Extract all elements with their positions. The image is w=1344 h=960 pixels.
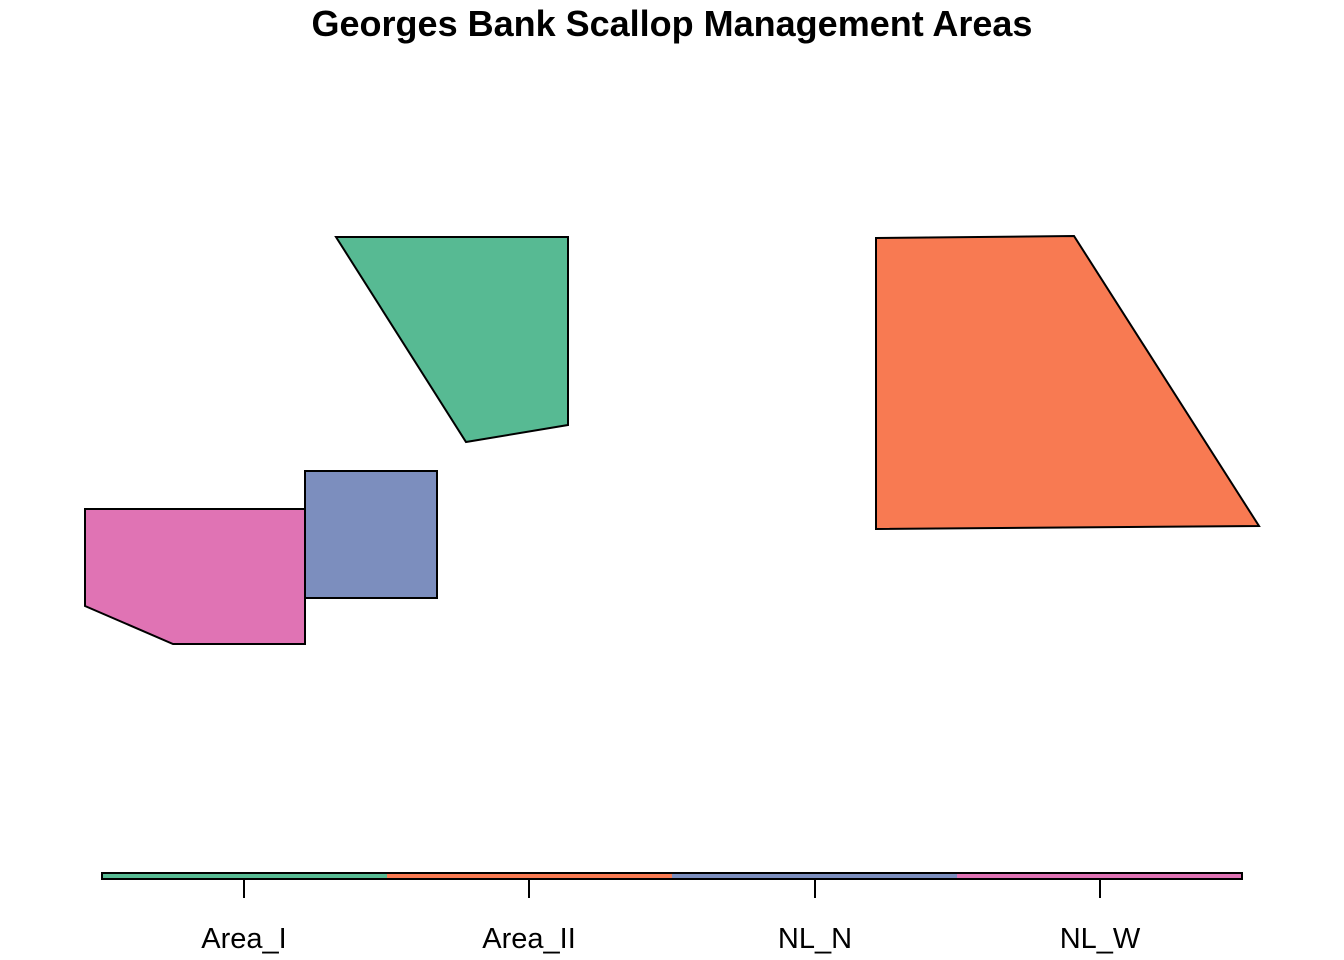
color-legend: Area_I Area_II NL_N NL_W xyxy=(101,872,1243,955)
area-polygon-nl-n xyxy=(304,470,438,599)
legend-label-area-ii: Area_II xyxy=(482,923,576,955)
management-areas xyxy=(84,234,1261,645)
legend-swatch-area-i xyxy=(102,873,387,879)
area-polygon-area-i xyxy=(334,236,569,444)
area-polygon-nl-w xyxy=(84,508,306,645)
map-title: Georges Bank Scallop Management Areas xyxy=(311,3,1033,44)
legend-label-nl-w: NL_W xyxy=(1060,923,1141,955)
legend-swatch-area-ii xyxy=(387,873,672,879)
legend-label-area-i: Area_I xyxy=(201,923,286,955)
legend-swatch-nl-n xyxy=(672,873,957,879)
area-polygon-area-ii xyxy=(875,234,1261,531)
legend-swatch-nl-w xyxy=(957,873,1242,879)
legend-bar-outline xyxy=(101,872,1243,880)
legend-label-nl-n: NL_N xyxy=(778,923,852,955)
